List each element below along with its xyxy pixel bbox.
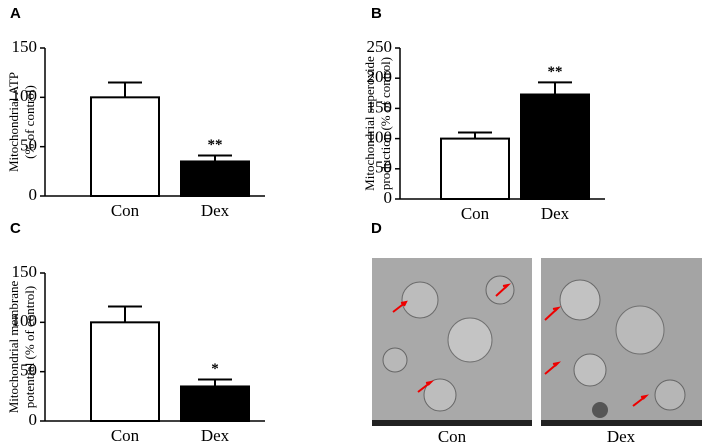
panel-label: D (371, 220, 382, 237)
micrograph (372, 258, 532, 426)
y-tick-label: 250 (367, 37, 393, 56)
y-tick-label: 200 (367, 67, 393, 86)
bar (520, 93, 590, 200)
y-tick-label: 100 (12, 86, 38, 105)
panel-label: C (10, 220, 21, 237)
y-tick-label: 0 (384, 188, 393, 207)
significance-label: * (211, 361, 219, 377)
y-tick-label: 50 (375, 158, 392, 177)
y-axis-label: (% of control) (22, 85, 37, 159)
significance-label: ** (548, 64, 563, 80)
panel-label: A (10, 5, 21, 22)
y-tick-label: 100 (367, 128, 393, 147)
x-tick-label: Con (111, 201, 140, 220)
image-caption: Dex (607, 427, 636, 446)
image-caption: Con (438, 427, 467, 446)
x-tick-label: Dex (201, 201, 230, 220)
bar (90, 321, 160, 423)
y-axis-label: production (% of control) (378, 57, 393, 190)
y-axis-label: Mitochondrial membrane (6, 281, 21, 414)
y-tick-label: 50 (20, 361, 37, 380)
x-tick-label: Con (111, 426, 140, 445)
y-tick-label: 150 (12, 262, 38, 281)
y-axis-label: Mitochondrial ATP (6, 72, 21, 172)
y-axis-label: potential (% of control) (22, 286, 37, 408)
bar (180, 160, 250, 197)
y-tick-label: 50 (20, 136, 37, 155)
y-axis-label: Mitochondrial superoxide (362, 56, 377, 191)
y-tick-label: 150 (12, 37, 38, 56)
x-tick-label: Con (461, 204, 490, 223)
bar (440, 137, 510, 201)
bar (90, 96, 160, 197)
bar (180, 385, 250, 423)
y-tick-label: 0 (29, 185, 38, 204)
significance-label: ** (208, 137, 223, 153)
panel-label: B (371, 5, 382, 22)
y-tick-label: 150 (367, 97, 393, 116)
micrograph (541, 258, 702, 426)
x-tick-label: Dex (541, 204, 570, 223)
x-tick-label: Dex (201, 426, 230, 445)
y-tick-label: 0 (29, 410, 38, 429)
y-tick-label: 100 (12, 311, 38, 330)
